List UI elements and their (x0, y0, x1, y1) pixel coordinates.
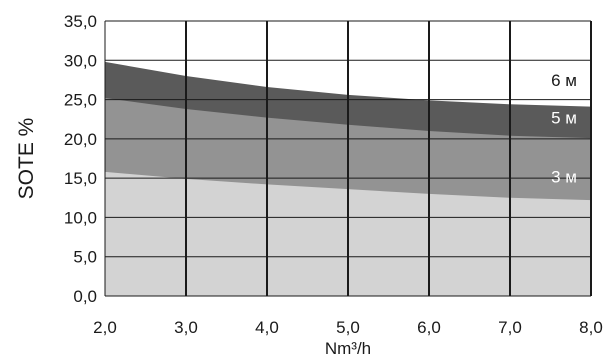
y-tick-label: 25,0 (64, 91, 97, 110)
y-tick-label: 10,0 (64, 208, 97, 227)
series-label-5m: 5 м (551, 109, 577, 128)
series-label-6m: 6 м (551, 71, 577, 90)
x-tick-label: 5,0 (336, 318, 360, 337)
x-axis-title: Nm³/h (325, 339, 371, 358)
x-tick-label: 7,0 (498, 318, 522, 337)
y-tick-label: 0,0 (73, 287, 97, 306)
x-tick-label: 8,0 (579, 318, 603, 337)
x-tick-label: 6,0 (417, 318, 441, 337)
series-label-3m: 3 м (551, 168, 577, 187)
grid-layer (104, 20, 592, 297)
label-layer: 0,0 5,0 10,0 15,0 20,0 25,0 30,0 35,0 2,0 3,0 4,0 5… (15, 12, 603, 358)
y-tick-label: 30,0 (64, 51, 97, 70)
y-tick-label: 5,0 (73, 248, 97, 267)
y-axis-title: SOTE % (15, 118, 38, 200)
x-tick-label: 2,0 (93, 318, 117, 337)
y-tick-label: 15,0 (64, 169, 97, 188)
y-tick-label: 35,0 (64, 12, 97, 31)
x-tick-label: 3,0 (174, 318, 198, 337)
x-tick-label: 4,0 (255, 318, 279, 337)
y-tick-label: 20,0 (64, 130, 97, 149)
